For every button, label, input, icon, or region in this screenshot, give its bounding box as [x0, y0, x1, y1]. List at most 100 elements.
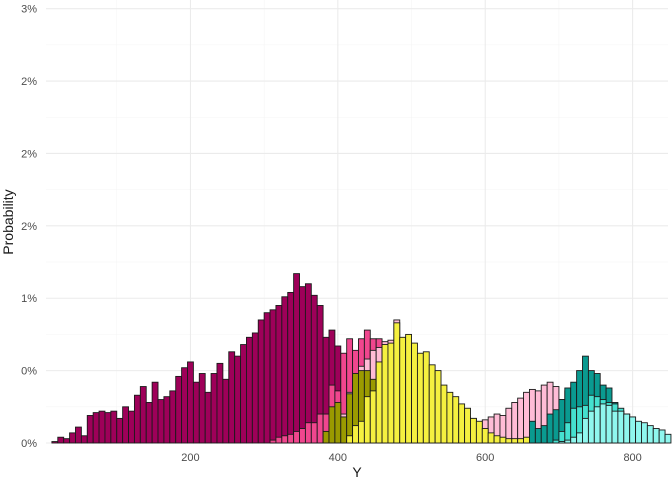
- histogram-bar: [517, 438, 525, 444]
- histogram-bar: [133, 394, 141, 444]
- histogram-bar: [222, 378, 230, 444]
- histogram-bar: [493, 435, 501, 444]
- histogram-bar: [664, 433, 672, 444]
- histogram-bar: [157, 399, 165, 444]
- histogram-bar: [151, 381, 159, 444]
- histogram-bar: [169, 390, 177, 444]
- histogram-bar: [393, 322, 401, 444]
- y-tick-label: 2%: [21, 76, 37, 88]
- histogram-bar: [210, 373, 218, 444]
- histogram-bar: [251, 332, 259, 444]
- histogram-bar: [228, 351, 236, 444]
- histogram-bar: [92, 412, 100, 444]
- histogram-bar: [287, 291, 295, 444]
- histogram-bar: [464, 407, 471, 444]
- histogram-bar: [128, 410, 135, 444]
- histogram-bar: [187, 361, 194, 444]
- histogram-bar: [192, 381, 200, 444]
- histogram-bar: [299, 286, 306, 444]
- histogram-bar: [652, 428, 660, 444]
- histogram-bar: [281, 296, 289, 444]
- histogram-bar: [310, 422, 318, 444]
- histogram-bar: [470, 417, 477, 444]
- histogram-bar: [281, 435, 289, 444]
- histogram-bar: [540, 425, 548, 444]
- histogram-bar: [576, 432, 583, 444]
- histogram-bar: [57, 436, 65, 444]
- histogram-bar: [275, 305, 283, 444]
- histogram-bar: [257, 319, 265, 444]
- y-tick-label: 2%: [21, 148, 37, 160]
- histogram-bar: [63, 438, 71, 444]
- histogram-bar: [293, 273, 300, 444]
- histogram-bar: [110, 410, 118, 444]
- histogram-bar: [629, 416, 637, 444]
- histogram-bar: [422, 351, 430, 444]
- histogram-bar: [558, 441, 566, 444]
- histogram-bar: [523, 391, 530, 444]
- histogram-bar: [646, 425, 654, 444]
- histogram-bar: [69, 432, 76, 444]
- histogram-bar: [552, 439, 560, 444]
- histogram-bar: [340, 416, 348, 444]
- histogram-bar: [316, 413, 324, 444]
- histogram-bar: [635, 420, 642, 444]
- histogram-bar: [269, 309, 277, 444]
- histogram-bar: [86, 415, 94, 444]
- histogram-bar: [499, 436, 507, 444]
- histogram-bar: [505, 407, 513, 444]
- x-tick-label: 200: [181, 452, 199, 464]
- histogram-bar: [299, 428, 306, 444]
- histogram-bar: [204, 391, 212, 444]
- histogram-bar: [517, 397, 525, 444]
- histogram-bar: [363, 396, 371, 444]
- histogram-bar: [181, 367, 188, 444]
- histogram-bar: [641, 422, 648, 444]
- histogram-bar: [304, 283, 312, 444]
- histogram-bar: [658, 429, 666, 444]
- histogram-bar: [240, 344, 247, 444]
- histogram-bar: [381, 344, 389, 444]
- histogram-bar: [175, 375, 183, 444]
- histogram-bar: [399, 336, 407, 444]
- bars: [51, 273, 672, 444]
- histogram-bar: [287, 433, 295, 444]
- histogram-bar: [475, 420, 483, 444]
- x-axis-title: Y: [352, 464, 362, 480]
- histogram-bar: [369, 390, 377, 444]
- histogram-bar: [416, 352, 424, 444]
- histogram-bar: [198, 373, 206, 444]
- histogram-bar: [587, 410, 595, 444]
- histogram-bar: [605, 404, 613, 444]
- histogram-bar: [145, 402, 153, 444]
- y-axis-title: Probability: [0, 189, 16, 254]
- histogram-bar: [234, 355, 242, 444]
- histogram-bar: [293, 430, 300, 444]
- histogram-bar: [104, 412, 112, 444]
- histogram-bar: [593, 406, 601, 444]
- y-tick-label: 0%: [21, 366, 37, 378]
- y-tick-label: 1%: [21, 293, 37, 305]
- histogram-bar: [387, 342, 395, 444]
- histogram-bar: [452, 396, 460, 444]
- histogram-bar: [51, 441, 59, 444]
- histogram-bar: [523, 436, 530, 444]
- histogram-bar: [334, 402, 342, 444]
- x-tick-label: 400: [329, 452, 347, 464]
- histogram-bar: [458, 403, 466, 444]
- histogram-bar: [481, 428, 489, 444]
- histogram-bar: [328, 406, 336, 444]
- x-tick-label: 600: [476, 452, 494, 464]
- histogram-bar: [216, 362, 224, 444]
- histogram-bar: [358, 420, 365, 444]
- histogram-bar: [505, 438, 513, 444]
- histogram-bar: [599, 403, 607, 444]
- histogram-bar: [269, 439, 277, 444]
- histogram-bar: [122, 406, 129, 444]
- y-tick-label: 3%: [21, 4, 37, 16]
- histogram-bar: [346, 435, 354, 444]
- series-8: [558, 403, 672, 444]
- y-axis-ticks: 0% 0% 1% 2% 2% 2% 3%: [21, 4, 37, 450]
